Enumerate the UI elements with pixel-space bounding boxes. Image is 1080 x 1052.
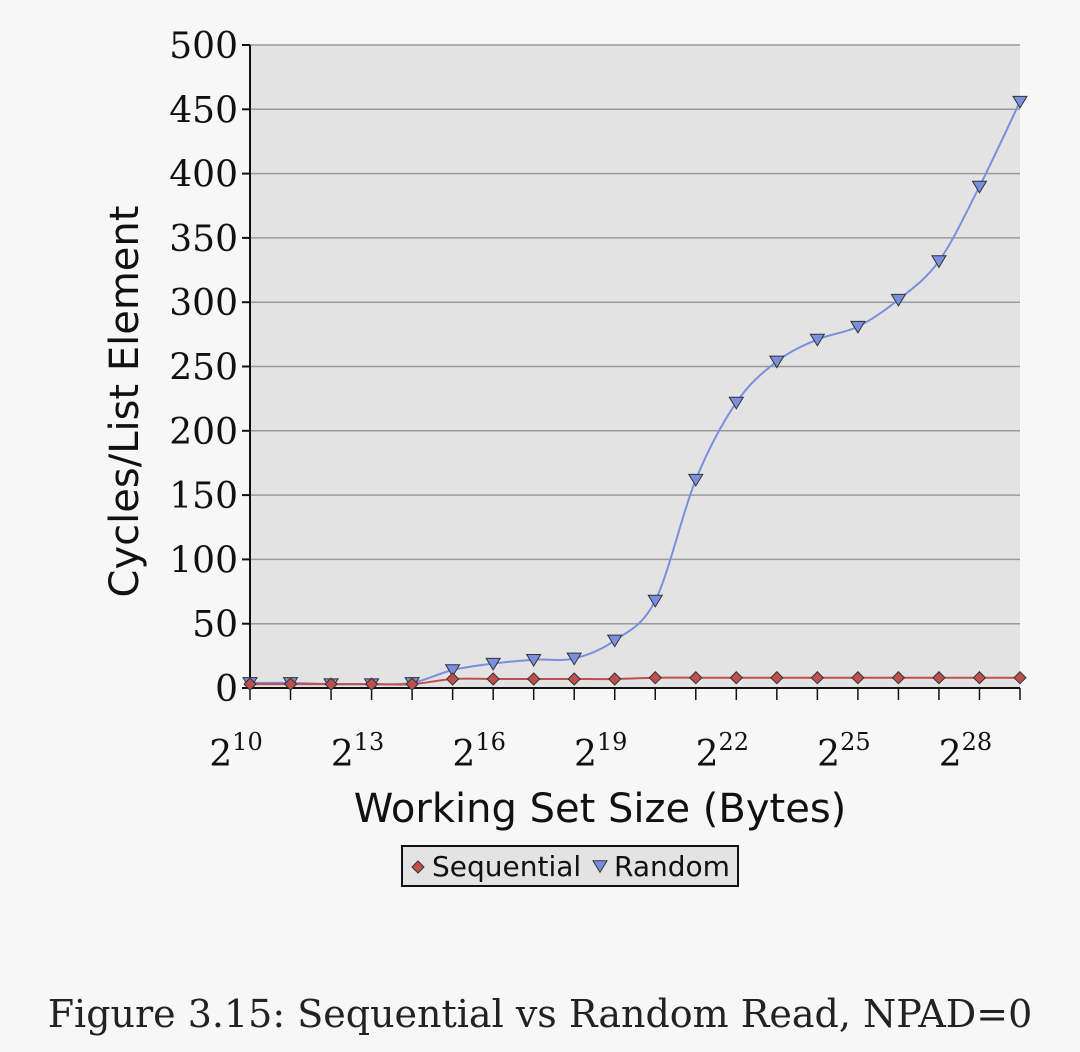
y-tick-label: 150 — [169, 476, 238, 517]
point-sequential — [567, 672, 581, 686]
y-tick-label: 200 — [169, 412, 238, 453]
point-sequential — [648, 671, 662, 685]
point-random — [809, 333, 826, 347]
point-random — [606, 634, 623, 648]
point-sequential — [810, 671, 825, 685]
y-tick-label: 50 — [192, 605, 238, 646]
point-random — [890, 293, 907, 307]
point-random — [728, 396, 745, 410]
point-random — [768, 355, 785, 369]
point-random — [566, 652, 583, 666]
x-tick-label: 213 — [331, 728, 384, 775]
point-sequential — [689, 671, 703, 685]
point-sequential — [1013, 671, 1027, 685]
legend-label-random: Random — [614, 850, 730, 883]
point-sequential — [526, 672, 541, 686]
point-random — [971, 180, 988, 194]
point-sequential — [324, 677, 338, 691]
legend-marker-random — [592, 860, 608, 874]
legend-box — [401, 845, 739, 887]
point-sequential — [486, 672, 500, 686]
x-tick-label: 216 — [452, 728, 505, 775]
x-axis-label: Working Set Size (Bytes) — [354, 786, 847, 832]
x-tick-label: 228 — [939, 728, 992, 775]
line-chart: 0 50 100 150 200 250 300 350 400 450 500 210 213 216 2… — [102, 26, 1028, 887]
point-random — [444, 664, 461, 678]
point-sequential — [932, 671, 946, 685]
point-random — [525, 653, 542, 667]
x-tick-label: 222 — [696, 728, 749, 775]
point-sequential — [729, 671, 744, 685]
point-sequential — [283, 677, 298, 691]
point-sequential — [364, 677, 379, 691]
point-sequential — [770, 671, 784, 685]
point-random — [1012, 95, 1028, 109]
x-tick-label: 225 — [817, 728, 870, 775]
point-random — [687, 473, 704, 487]
y-tick-label: 300 — [169, 283, 238, 324]
y-tick-label: 0 — [215, 669, 238, 710]
point-sequential — [972, 671, 987, 685]
y-tick-label: 350 — [169, 219, 238, 260]
x-tick-label: 219 — [574, 728, 627, 775]
point-sequential — [851, 671, 865, 685]
point-sequential — [243, 677, 257, 691]
point-sequential — [608, 672, 622, 686]
y-axis-label: Cycles/List Element — [102, 206, 148, 598]
y-tick-label: 250 — [169, 348, 238, 389]
point-random — [931, 255, 947, 269]
point-sequential — [405, 677, 419, 691]
figure-caption: Figure 3.15: Sequential vs Random Read, … — [47, 992, 1033, 1036]
point-sequential — [445, 672, 460, 686]
legend-label-sequential: Sequential — [432, 850, 581, 883]
y-tick-label: 500 — [169, 26, 238, 67]
y-tick-label: 450 — [169, 90, 238, 131]
y-tick-label: 100 — [169, 540, 238, 581]
y-tick-label: 400 — [169, 155, 238, 196]
point-sequential — [891, 671, 906, 685]
point-random — [647, 594, 664, 608]
legend-marker-sequential — [411, 860, 425, 874]
x-tick-label: 210 — [209, 728, 262, 775]
point-random — [485, 657, 502, 671]
point-random — [850, 320, 866, 334]
